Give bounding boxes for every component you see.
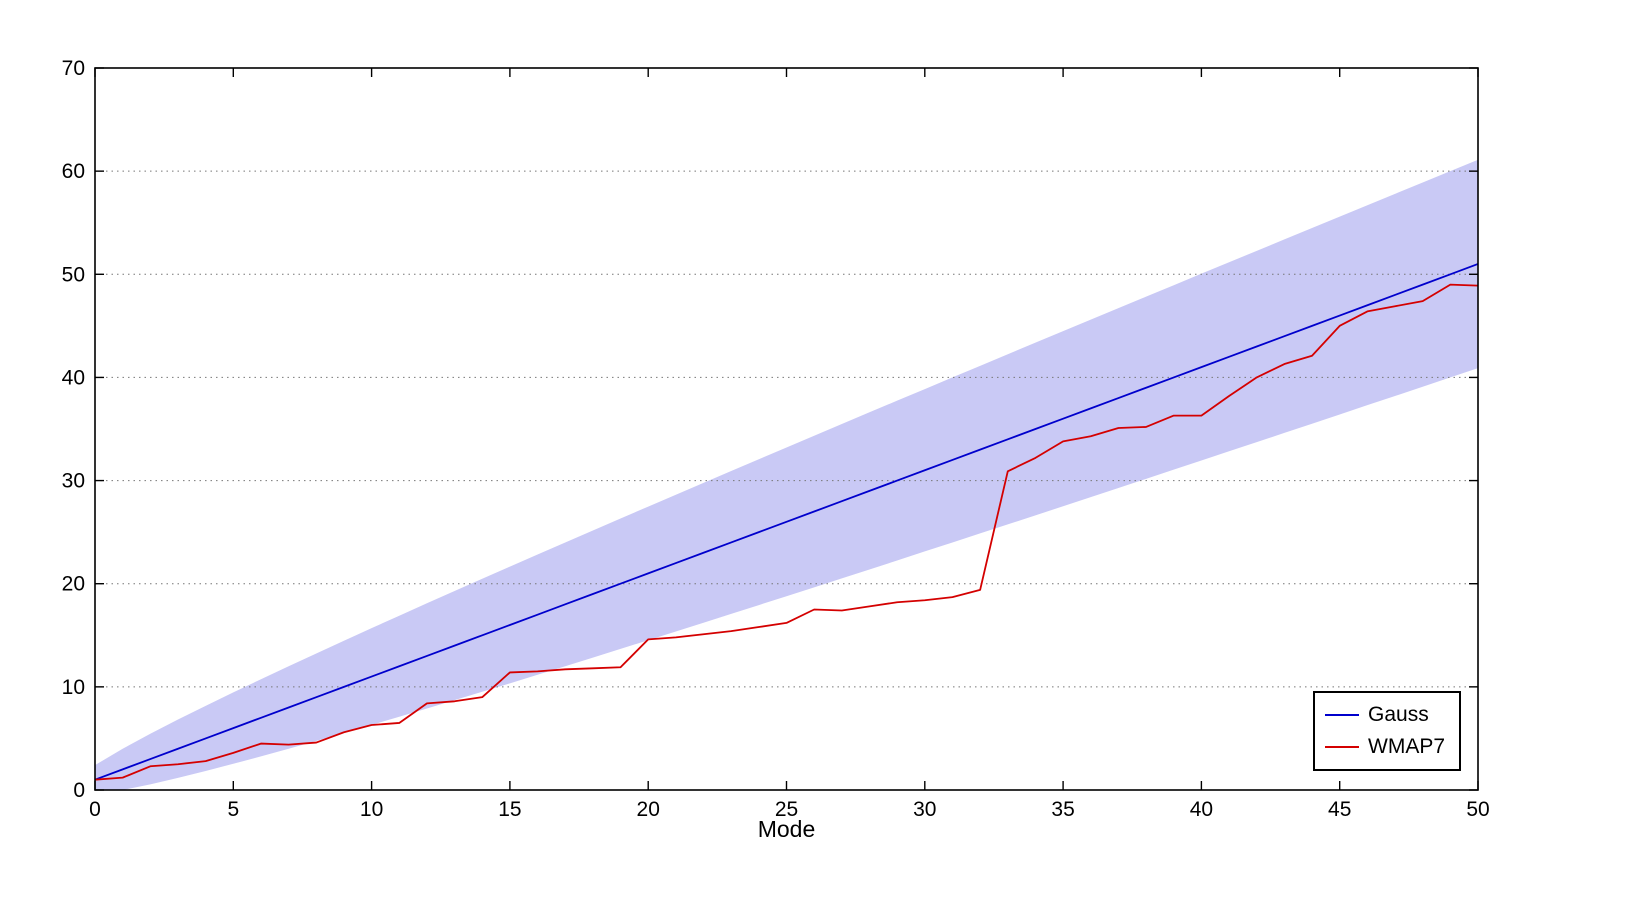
- x-tick-label: 20: [637, 798, 660, 821]
- x-tick-label: 30: [913, 798, 936, 821]
- legend-label-gauss: Gauss: [1368, 703, 1429, 726]
- x-tick-label: 25: [775, 798, 798, 821]
- y-tick-label: 0: [73, 779, 85, 802]
- x-tick-label: 40: [1190, 798, 1213, 821]
- x-tick-label: 45: [1328, 798, 1351, 821]
- x-tick-label: 10: [360, 798, 383, 821]
- x-tick-label: 50: [1466, 798, 1489, 821]
- y-tick-label: 30: [62, 470, 85, 493]
- x-tick-label: 5: [227, 798, 239, 821]
- wmap7-line-sample: [1325, 746, 1359, 748]
- y-tick-label: 40: [62, 366, 85, 389]
- x-axis-title: Mode: [757, 816, 816, 842]
- gauss-line-sample: [1325, 714, 1359, 716]
- confidence-band: [95, 159, 1478, 790]
- wmap7-line: [95, 283, 1478, 781]
- legend-label-wmap7: WMAP7: [1368, 735, 1446, 758]
- y-tick-label: 20: [62, 573, 85, 596]
- x-tick-label: 15: [498, 798, 521, 821]
- legend-item-gauss: Gauss: [1325, 703, 1449, 727]
- legend-item-wmap7: WMAP7: [1325, 735, 1449, 759]
- y-tick-label: 50: [62, 263, 85, 286]
- gauss-line: [95, 263, 1478, 781]
- y-tick-label: 60: [62, 160, 85, 183]
- y-tick-label: 70: [62, 57, 85, 80]
- x-tick-label: 0: [89, 798, 101, 821]
- y-tick-label: 10: [62, 676, 85, 699]
- legend: Gauss WMAP7: [1313, 691, 1461, 771]
- x-tick-label: 35: [1051, 798, 1074, 821]
